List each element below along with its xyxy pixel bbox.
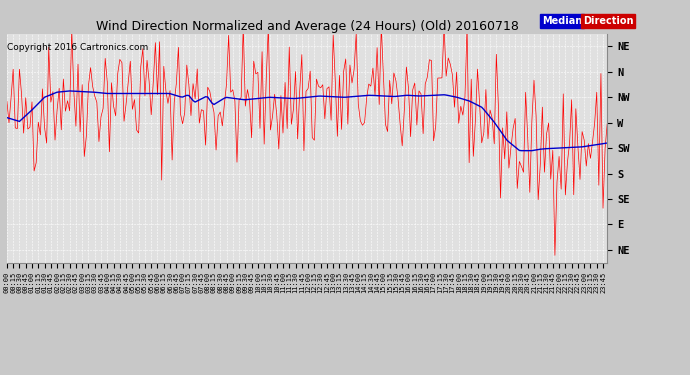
Title: Wind Direction Normalized and Average (24 Hours) (Old) 20160718: Wind Direction Normalized and Average (2…: [96, 20, 518, 33]
Text: Direction: Direction: [583, 16, 633, 26]
Text: Median: Median: [542, 16, 582, 26]
Text: Copyright 2016 Cartronics.com: Copyright 2016 Cartronics.com: [7, 43, 148, 52]
